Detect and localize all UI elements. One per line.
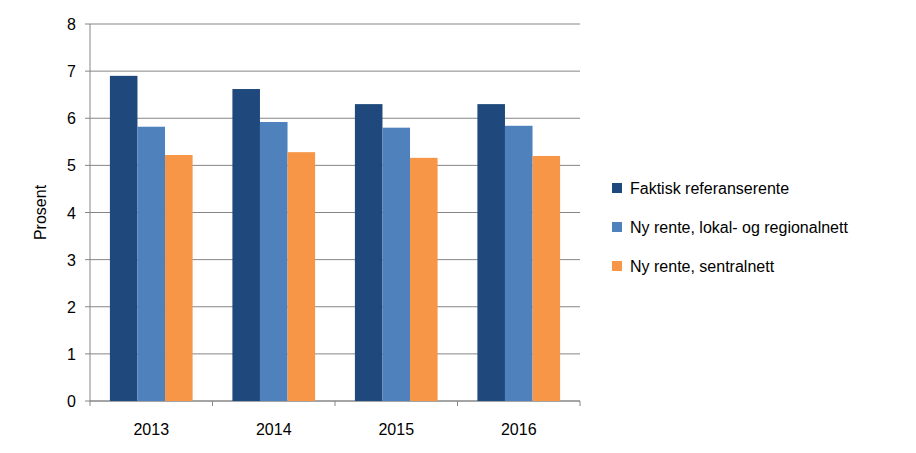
y-tick: [85, 401, 90, 402]
y-tick-label: 6: [67, 110, 76, 127]
bar: [137, 127, 165, 401]
bar: [232, 89, 260, 401]
y-tick-label: 3: [67, 252, 76, 269]
y-tick: [85, 306, 90, 307]
bar: [477, 104, 505, 401]
legend: Faktisk referanserente Ny rente, lokal- o…: [612, 180, 848, 275]
x-tick-label: 2016: [501, 421, 537, 438]
y-tick-label: 8: [67, 16, 76, 33]
bar: [355, 104, 383, 401]
y-tick-label: 7: [67, 63, 76, 80]
chart-container: 0 1 2 3 4 5 6 7 8 2013 2014 2015 2016 Prosent Faktisk …: [0, 0, 916, 453]
y-tick-label: 0: [67, 393, 76, 410]
y-tick: [85, 165, 90, 166]
bar: [505, 126, 533, 401]
grid: [90, 24, 580, 401]
x-tick-label: 2014: [256, 421, 292, 438]
x-tick-label: 2015: [378, 421, 414, 438]
bar: [288, 152, 316, 401]
axes: 0 1 2 3 4 5 6 7 8 2013 2014 2015 2016: [67, 16, 580, 438]
x-tick: [580, 401, 581, 406]
legend-label: Ny rente, lokal- og regionalnett: [630, 219, 848, 236]
x-tick-label: 2013: [133, 421, 169, 438]
bar: [110, 76, 138, 401]
chart-svg: 0 1 2 3 4 5 6 7 8 2013 2014 2015 2016 Prosent Faktisk …: [0, 0, 916, 453]
y-tick: [85, 71, 90, 72]
y-tick: [85, 212, 90, 213]
x-tick: [457, 401, 458, 406]
grid-line: [90, 71, 580, 72]
legend-swatch: [612, 183, 622, 193]
bar: [533, 156, 561, 401]
x-tick: [335, 401, 336, 406]
bar: [260, 122, 288, 401]
y-tick: [85, 353, 90, 354]
bar: [382, 128, 410, 401]
y-tick: [85, 259, 90, 260]
legend-label: Faktisk referanserente: [630, 180, 789, 197]
legend-swatch: [612, 261, 622, 271]
y-tick: [85, 24, 90, 25]
y-axis-label: Prosent: [32, 184, 49, 240]
x-tick: [212, 401, 213, 406]
y-tick: [85, 118, 90, 119]
legend-label: Ny rente, sentralnett: [630, 258, 775, 275]
y-axis: [90, 24, 91, 401]
y-tick-label: 2: [67, 299, 76, 316]
bars: [110, 76, 560, 401]
x-tick: [90, 401, 91, 406]
grid-line: [90, 24, 580, 25]
bar: [165, 155, 193, 401]
y-tick-label: 1: [67, 346, 76, 363]
y-tick-label: 5: [67, 157, 76, 174]
bar: [410, 158, 438, 401]
legend-swatch: [612, 222, 622, 232]
grid-line: [90, 118, 580, 119]
y-tick-label: 4: [67, 205, 76, 222]
